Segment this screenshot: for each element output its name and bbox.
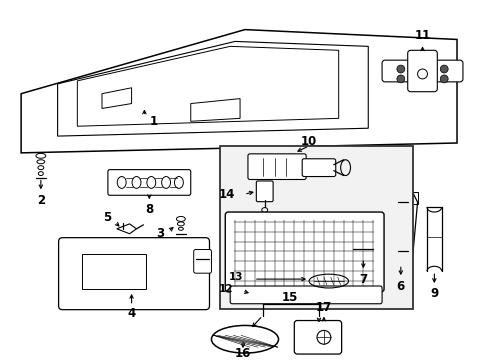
Circle shape — [439, 75, 447, 83]
FancyBboxPatch shape — [108, 170, 190, 195]
Bar — [382, 192, 417, 204]
Text: 8: 8 — [145, 203, 153, 216]
FancyBboxPatch shape — [193, 249, 211, 273]
FancyBboxPatch shape — [247, 154, 305, 180]
Text: 17: 17 — [315, 301, 331, 314]
Text: 5: 5 — [102, 211, 111, 224]
Text: 6: 6 — [396, 279, 404, 293]
Circle shape — [396, 65, 404, 73]
Text: 4: 4 — [127, 307, 136, 320]
FancyBboxPatch shape — [381, 60, 462, 82]
Bar — [231, 218, 377, 286]
FancyBboxPatch shape — [294, 320, 341, 354]
Text: 2: 2 — [37, 194, 45, 207]
Text: 3: 3 — [156, 227, 164, 240]
Circle shape — [439, 65, 447, 73]
FancyBboxPatch shape — [230, 286, 381, 304]
Text: 15: 15 — [282, 291, 298, 304]
Text: 11: 11 — [413, 29, 430, 42]
Text: 10: 10 — [300, 135, 317, 148]
FancyBboxPatch shape — [302, 159, 335, 176]
FancyBboxPatch shape — [256, 181, 272, 202]
Text: 14: 14 — [218, 188, 235, 201]
Text: 12: 12 — [218, 284, 233, 294]
Bar — [82, 255, 146, 289]
Text: 1: 1 — [149, 115, 157, 128]
FancyBboxPatch shape — [225, 212, 383, 292]
FancyBboxPatch shape — [59, 238, 209, 310]
Bar — [220, 146, 412, 309]
Text: 16: 16 — [234, 347, 251, 360]
Text: 7: 7 — [359, 273, 366, 285]
Text: 13: 13 — [228, 272, 243, 282]
Text: 9: 9 — [429, 287, 438, 300]
FancyBboxPatch shape — [407, 50, 436, 92]
Circle shape — [396, 75, 404, 83]
